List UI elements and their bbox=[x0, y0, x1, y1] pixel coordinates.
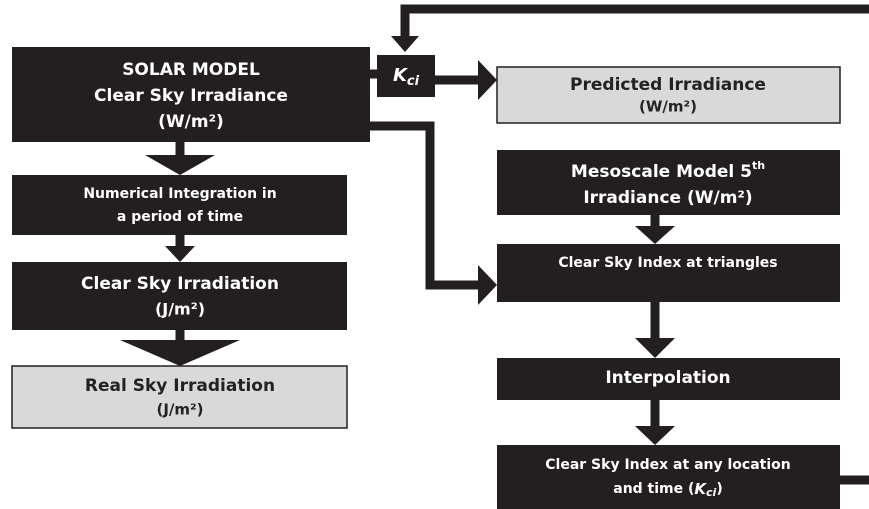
arrowhead bbox=[391, 36, 419, 52]
any-location-node: Clear Sky Index at any location and time… bbox=[497, 445, 840, 509]
node-text: Irradiance (W/m²) bbox=[583, 188, 752, 208]
node-text: (J/m²) bbox=[157, 401, 204, 419]
arrowhead bbox=[635, 338, 675, 358]
node-text: Clear Sky Irradiance bbox=[94, 86, 288, 106]
node-text: Clear Sky Index at any location bbox=[545, 457, 790, 473]
node-text: Interpolation bbox=[605, 368, 730, 388]
text: Mesoscale Model 5 bbox=[571, 162, 752, 182]
text: and time ( bbox=[613, 481, 694, 497]
connectors bbox=[120, 4, 869, 485]
predicted-node: Predicted Irradiance (W/m²) bbox=[496, 66, 841, 124]
arrowhead bbox=[635, 426, 675, 445]
node-text: Clear Sky Irradiation bbox=[81, 274, 279, 294]
kci-node: Kci bbox=[377, 55, 435, 97]
node-text: (W/m²) bbox=[158, 112, 224, 132]
arrowhead bbox=[478, 265, 497, 305]
arrowhead bbox=[120, 340, 240, 366]
arrowhead bbox=[165, 246, 195, 262]
node-text: and time (Kci) bbox=[613, 480, 722, 500]
symbol: K bbox=[694, 480, 707, 498]
feedback-line bbox=[400, 4, 869, 38]
node-text: (J/m²) bbox=[155, 300, 205, 319]
node-text: SOLAR MODEL bbox=[122, 60, 260, 80]
subscript: ci bbox=[407, 74, 420, 89]
clear-sky-irradiation-node: Clear Sky Irradiation (J/m²) bbox=[12, 262, 347, 330]
superscript: th bbox=[752, 159, 765, 172]
arrowhead bbox=[145, 155, 215, 175]
interpolation-node: Interpolation bbox=[497, 358, 840, 400]
solar-model-node: SOLAR MODEL Clear Sky Irradiance (W/m²) bbox=[12, 47, 370, 142]
node-text: Numerical Integration in bbox=[83, 186, 276, 202]
text: ) bbox=[716, 481, 722, 497]
node-text: (W/m²) bbox=[639, 98, 697, 116]
subscript: ci bbox=[706, 486, 717, 499]
triangles-node: Clear Sky Index at triangles bbox=[497, 244, 840, 302]
node-text: Real Sky Irradiation bbox=[85, 376, 275, 396]
node-text: Kci bbox=[393, 65, 420, 89]
arrowhead bbox=[635, 226, 675, 244]
symbol: K bbox=[393, 65, 409, 86]
node-text: Mesoscale Model 5th bbox=[571, 159, 765, 182]
connector bbox=[370, 121, 482, 290]
mesoscale-node: Mesoscale Model 5th Irradiance (W/m²) bbox=[497, 150, 840, 215]
node-text: Clear Sky Index at triangles bbox=[558, 255, 777, 271]
integration-node: Numerical Integration in a period of tim… bbox=[12, 175, 347, 235]
arrowhead bbox=[478, 60, 497, 100]
node-text: Predicted Irradiance bbox=[570, 75, 766, 95]
real-sky-node: Real Sky Irradiation (J/m²) bbox=[11, 365, 348, 429]
node-text: a period of time bbox=[117, 209, 243, 225]
